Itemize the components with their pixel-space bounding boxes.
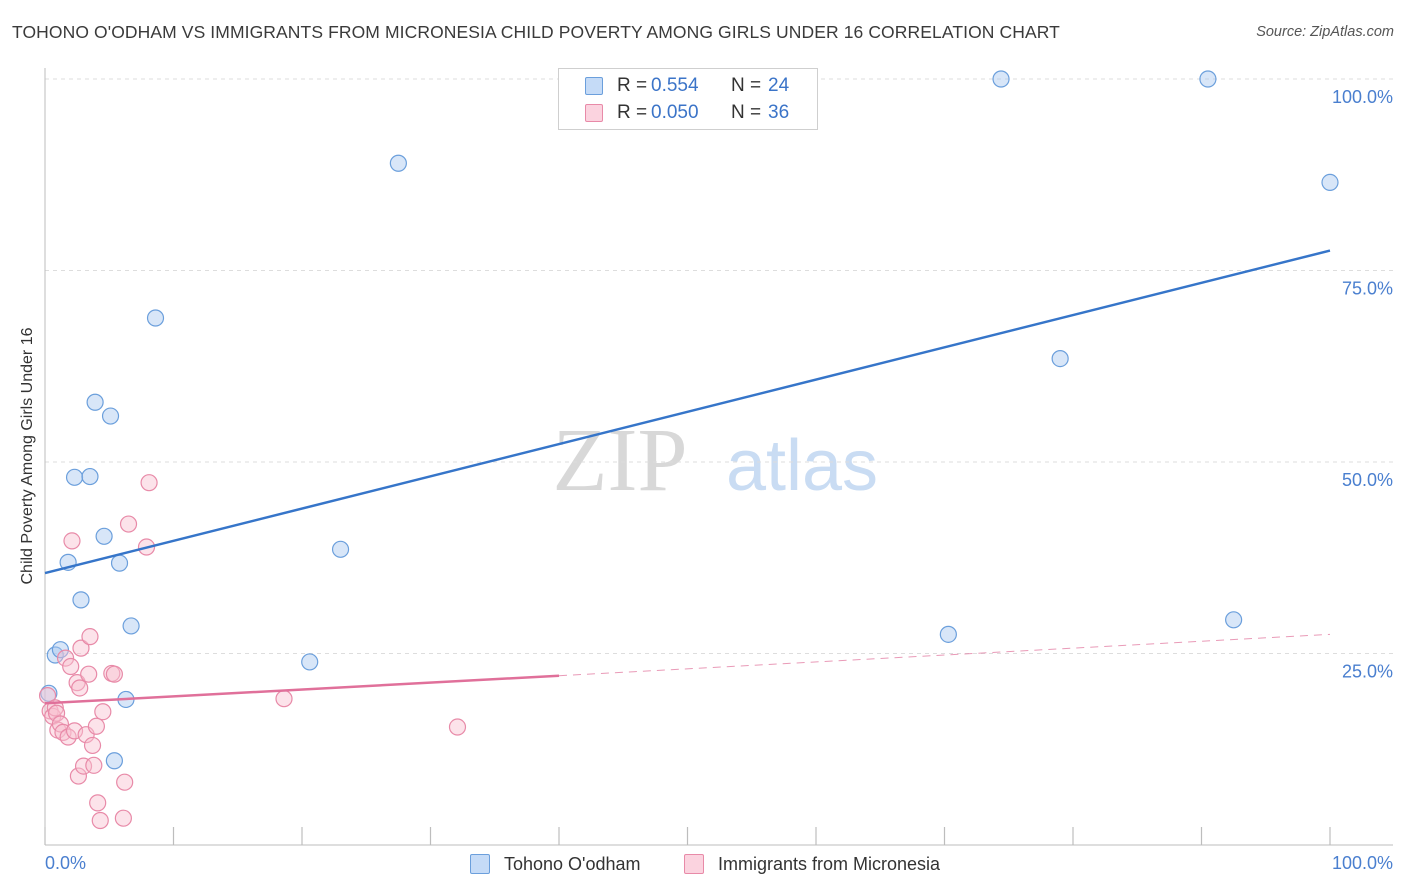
legend-r-label: R = xyxy=(617,75,648,96)
data-point-tohono xyxy=(389,154,407,172)
watermark-atlas: atlas xyxy=(726,426,878,506)
trend-line-extension-micronesia xyxy=(558,633,1331,677)
legend-r-label: R = xyxy=(617,102,648,123)
source-credit: Source: ZipAtlas.com xyxy=(1256,24,1394,40)
data-point-micronesia xyxy=(114,809,132,827)
y-tick-label: 100.0% xyxy=(1332,87,1393,107)
x-tick-label-right: 100.0% xyxy=(1332,853,1393,873)
legend-n-label: N = xyxy=(731,102,762,123)
data-point-tohono xyxy=(51,641,70,659)
x-tick-label-left: 0.0% xyxy=(45,853,86,873)
trend-line-micronesia xyxy=(44,674,560,705)
data-point-tohono xyxy=(1321,173,1339,192)
data-point-tohono xyxy=(110,554,129,572)
data-point-micronesia xyxy=(448,718,467,736)
data-point-micronesia xyxy=(91,811,109,830)
data-point-micronesia xyxy=(81,628,99,646)
bottom-legend-swatch-tohono xyxy=(470,854,490,874)
legend-r-value: 0.050 xyxy=(651,102,699,123)
legend-n-label: N = xyxy=(731,75,762,96)
data-point-tohono xyxy=(65,468,84,486)
data-point-micronesia xyxy=(116,773,134,791)
data-point-tohono xyxy=(122,617,140,635)
data-point-micronesia xyxy=(69,767,88,785)
data-point-micronesia xyxy=(47,704,66,722)
data-point-micronesia xyxy=(80,665,98,683)
legend-swatch-micronesia xyxy=(585,104,603,122)
correlation-legend: R = 0.554 N = 24 R = 0.050 N = 36 xyxy=(558,68,818,130)
trend-line-tohono xyxy=(44,249,1331,575)
data-point-micronesia xyxy=(71,679,89,697)
y-tick-label: 50.0% xyxy=(1342,470,1393,490)
data-point-micronesia xyxy=(72,639,90,657)
y-tick-label: 75.0% xyxy=(1342,279,1393,299)
data-point-micronesia xyxy=(62,657,80,676)
data-point-tohono xyxy=(146,309,165,327)
data-point-tohono xyxy=(1225,611,1243,629)
bottom-legend-swatch-micronesia xyxy=(684,854,704,874)
data-point-micronesia xyxy=(89,794,107,812)
data-point-tohono xyxy=(331,540,350,558)
legend-swatch-tohono xyxy=(585,77,603,95)
data-point-tohono xyxy=(992,70,1010,88)
data-point-tohono xyxy=(301,653,319,671)
data-point-tohono xyxy=(105,752,123,770)
data-point-micronesia xyxy=(63,532,81,550)
data-point-micronesia xyxy=(105,665,123,683)
chart-title: TOHONO O'ODHAM VS IMMIGRANTS FROM MICRON… xyxy=(12,22,1060,42)
legend-n-value: 24 xyxy=(768,75,790,96)
y-tick-label: 25.0% xyxy=(1342,662,1393,682)
data-point-tohono xyxy=(1051,349,1069,368)
legend-n-value: 36 xyxy=(768,102,790,123)
data-point-micronesia xyxy=(56,649,75,667)
data-point-tohono xyxy=(95,527,113,545)
data-point-tohono xyxy=(86,393,104,411)
data-point-tohono xyxy=(101,407,120,425)
data-point-micronesia xyxy=(87,717,106,735)
data-point-micronesia xyxy=(59,728,77,746)
data-point-micronesia xyxy=(83,736,102,755)
data-point-micronesia xyxy=(140,474,158,492)
data-point-micronesia xyxy=(85,756,103,774)
data-point-tohono xyxy=(939,625,957,643)
data-point-tohono xyxy=(1199,70,1217,88)
legend-r-value: 0.554 xyxy=(651,75,699,96)
data-point-tohono xyxy=(72,591,90,609)
data-point-tohono xyxy=(81,467,99,486)
watermark-zip: ZIP xyxy=(553,411,688,510)
data-point-micronesia xyxy=(275,690,293,708)
data-point-micronesia xyxy=(119,515,138,533)
bottom-legend-label-tohono: Tohono O'odham xyxy=(504,854,641,874)
bottom-legend-label-micronesia: Immigrants from Micronesia xyxy=(718,854,941,874)
data-point-micronesia xyxy=(94,703,112,721)
